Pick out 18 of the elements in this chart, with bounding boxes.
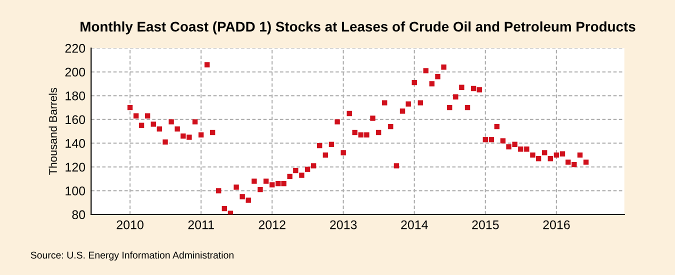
y-tick-label: 180 <box>66 91 86 100</box>
y-tick-label: 80 <box>72 210 86 220</box>
y-tick-label: 140 <box>66 138 86 148</box>
y-tick-label: 220 <box>65 44 86 53</box>
y-tick-label: 120 <box>66 162 86 172</box>
x-tick-label: 2016 <box>543 220 570 230</box>
source-note: Source: U.S. Energy Information Administration <box>30 251 234 261</box>
y-tick-label: 160 <box>66 115 86 124</box>
x-tick-label: 2014 <box>401 220 428 230</box>
x-tick-label: 2013 <box>330 220 357 230</box>
x-tick-label: 2011 <box>188 220 214 230</box>
y-tick-label: 200 <box>65 68 86 77</box>
chart-title: Monthly East Coast (PADD 1) Stocks at Leases of Crude Oil and Petroleum Products <box>80 21 636 34</box>
y-tick-label: 100 <box>66 186 86 196</box>
y-axis-title: Thousand Barrels <box>48 88 57 175</box>
x-tick-label: 2015 <box>472 220 499 230</box>
x-tick-label: 2012 <box>258 220 286 230</box>
x-tick-label: 2010 <box>116 220 144 230</box>
